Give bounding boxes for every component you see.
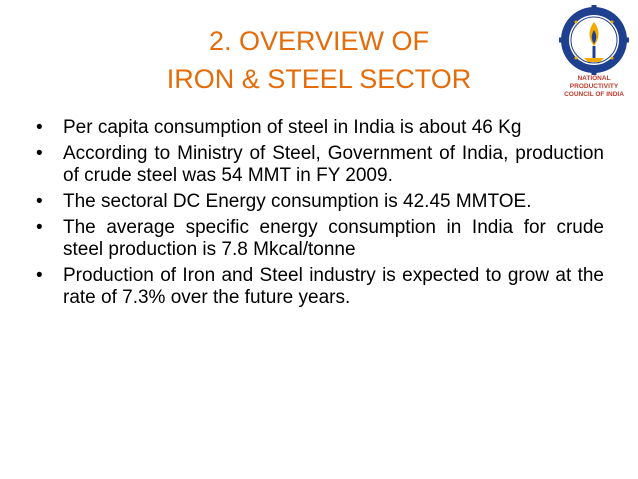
slide-title-line-1: 2. OVERVIEW OF — [208, 26, 430, 56]
bullet-text: The average specific energy consumption … — [63, 217, 604, 260]
bullet-marker: • — [36, 117, 43, 138]
logo-caption-line-2: COUNCIL OF INDIA — [564, 91, 624, 98]
bullet-marker: • — [36, 191, 43, 212]
bullet-marker: • — [36, 217, 43, 238]
slide-title: 2. OVERVIEW OF IRON & STEEL SECTOR — [0, 22, 638, 98]
bullet-text: The sectoral DC Energy consumption is 42… — [63, 191, 532, 212]
bullet-text: According to Ministry of Steel, Governme… — [63, 143, 604, 186]
bullet-item: • Production of Iron and Steel industry … — [36, 265, 604, 309]
bullet-text: Per capita consumption of steel in India… — [63, 117, 522, 138]
bullet-text: Production of Iron and Steel industry is… — [63, 265, 604, 308]
bullet-marker: • — [36, 265, 43, 286]
logo-caption: NATIONAL PRODUCTIVITY COUNCIL OF INDIA — [553, 75, 635, 99]
npc-logo-icon — [559, 5, 629, 75]
bullet-item: • According to Ministry of Steel, Govern… — [36, 143, 604, 187]
slide-title-line-2: IRON & STEEL SECTOR — [166, 64, 472, 94]
bullet-item: • The sectoral DC Energy consumption is … — [36, 191, 604, 213]
bullet-item: • The average specific energy consumptio… — [36, 217, 604, 261]
bullet-item: • Per capita consumption of steel in Ind… — [36, 117, 604, 139]
bullet-marker: • — [36, 143, 43, 164]
logo-caption-line-1: NATIONAL PRODUCTIVITY — [569, 75, 619, 90]
bullet-list: • Per capita consumption of steel in Ind… — [36, 117, 604, 313]
